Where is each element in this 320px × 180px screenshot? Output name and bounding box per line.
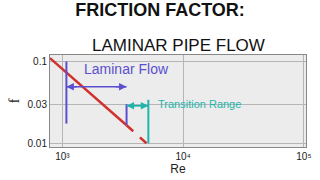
svg-text:Transition Range: Transition Range — [158, 98, 241, 110]
svg-text:0.03: 0.03 — [28, 99, 48, 110]
svg-text:0.1: 0.1 — [33, 56, 47, 67]
svg-text:0.01: 0.01 — [28, 138, 48, 149]
svg-text:10³: 10³ — [55, 151, 70, 162]
svg-text:10⁵: 10⁵ — [296, 151, 311, 162]
svg-text:LAMINAR PIPE FLOW: LAMINAR PIPE FLOW — [92, 36, 265, 55]
svg-text:f: f — [7, 98, 22, 103]
svg-text:10⁴: 10⁴ — [175, 151, 190, 162]
svg-text:Re: Re — [170, 162, 186, 176]
svg-text:Laminar Flow: Laminar Flow — [84, 61, 169, 77]
svg-text:FRICTION FACTOR:: FRICTION FACTOR: — [75, 0, 245, 20]
